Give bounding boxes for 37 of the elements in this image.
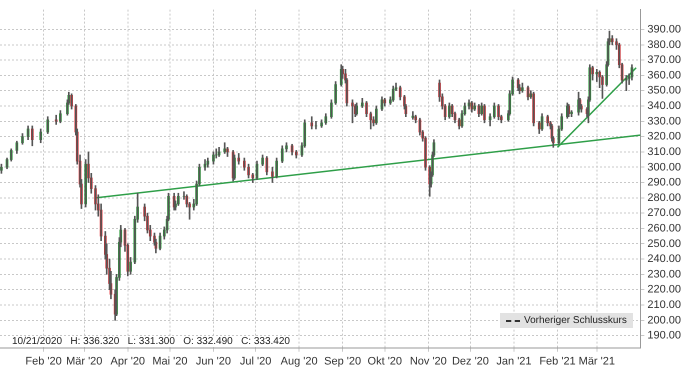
y-tick-label: 200.00 xyxy=(647,314,682,326)
x-tick-label: Feb '21 xyxy=(539,355,576,368)
x-tick-label: Dez '20 xyxy=(452,355,489,368)
y-tick-label: 250.00 xyxy=(647,238,682,250)
y-tick-label: 290.00 xyxy=(647,176,682,189)
x-tick-label: Nov '20 xyxy=(410,355,447,368)
y-tick-label: 380.00 xyxy=(647,38,682,51)
y-tick-label: 240.00 xyxy=(647,253,682,266)
y-tick-label: 270.00 xyxy=(647,207,682,220)
x-tick-label: Jul '20 xyxy=(240,355,272,368)
y-tick-label: 390.00 xyxy=(647,24,682,36)
y-tick-label: 330.00 xyxy=(647,115,682,128)
y-tick-label: 340.00 xyxy=(647,100,682,112)
y-tick-label: 300.00 xyxy=(647,161,682,174)
y-tick-label: 310.00 xyxy=(647,146,682,158)
y-tick-label: 360.00 xyxy=(647,69,682,82)
x-tick-label: Sep '20 xyxy=(324,355,362,368)
x-tick-label: Jun '20 xyxy=(196,355,232,368)
y-tick-label: 260.00 xyxy=(647,222,682,234)
y-tick-label: 280.00 xyxy=(647,192,682,204)
x-tick-label: Aug '20 xyxy=(280,355,318,368)
y-tick-label: 220.00 xyxy=(647,284,682,296)
annotation: Vorheriger Schlusskurs xyxy=(524,315,627,326)
x-tick-label: Okt '20 xyxy=(368,355,402,368)
y-tick-label: 320.00 xyxy=(647,130,682,143)
annotation: 10/21/2020 H: 336.320 L: 331.300 O: 332.490 C: 333.420 xyxy=(10,336,292,347)
y-tick-label: 230.00 xyxy=(647,268,682,280)
y-tick-label: 370.00 xyxy=(647,54,682,66)
x-tick-label: Mär '21 xyxy=(578,355,615,368)
y-tick-label: 210.00 xyxy=(647,298,682,311)
x-tick-label: Mär '20 xyxy=(66,355,102,368)
x-tick-label: Apr '20 xyxy=(110,355,146,368)
y-tick-label: 190.00 xyxy=(647,330,682,342)
x-tick-label: Mai '20 xyxy=(152,355,188,368)
x-tick-label: Feb '20 xyxy=(25,355,62,368)
x-tick-label: Jan '21 xyxy=(496,355,532,368)
y-tick-label: 350.00 xyxy=(647,84,682,97)
